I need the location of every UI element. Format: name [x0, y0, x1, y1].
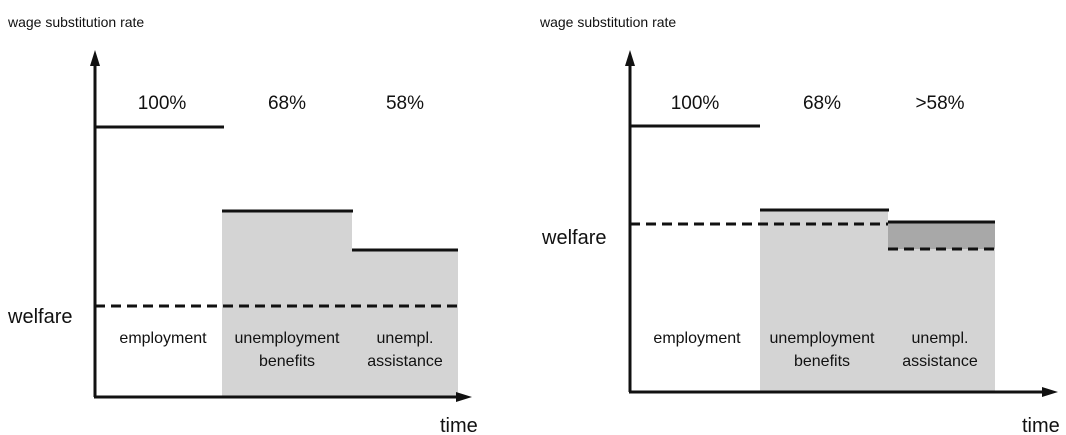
- x-axis-label: time: [440, 415, 478, 435]
- phase-label: unemployment: [770, 330, 876, 347]
- phase-label: benefits: [259, 353, 315, 370]
- benefits-area: [222, 211, 352, 397]
- welfare-label: welfare: [7, 306, 72, 328]
- phase-label: assistance: [902, 353, 978, 370]
- top-up-area: [888, 222, 995, 249]
- rate: 68%: [268, 93, 306, 114]
- rate: 100%: [138, 93, 187, 114]
- arrowhead: [456, 392, 472, 402]
- phase-label: unemployment: [235, 330, 341, 347]
- y-axis-label: wage substitution rate: [7, 14, 144, 30]
- y-axis-label: wage substitution rate: [539, 14, 676, 30]
- arrowhead: [625, 50, 635, 66]
- phase-label: benefits: [794, 353, 850, 370]
- welfare-label: welfare: [541, 227, 606, 249]
- phase-label: employment: [653, 330, 741, 347]
- rate: >58%: [915, 93, 964, 114]
- panel-left: wage substitution rate time welfare 100%…: [7, 14, 478, 435]
- arrowhead: [1042, 387, 1058, 397]
- rate: 68%: [803, 93, 841, 114]
- x-axis-label: time: [1022, 415, 1060, 435]
- rate: 100%: [671, 93, 720, 114]
- rate: 58%: [386, 93, 424, 114]
- phase-label: assistance: [367, 353, 443, 370]
- arrowhead: [90, 50, 100, 66]
- phase-label: employment: [119, 330, 207, 347]
- panel-right: wage substitution rate time welfare 100%…: [539, 14, 1060, 435]
- assistance-area: [352, 250, 458, 397]
- phase-label: unempl.: [377, 330, 434, 347]
- phase-label: unempl.: [912, 330, 969, 347]
- benefits-area: [760, 210, 888, 392]
